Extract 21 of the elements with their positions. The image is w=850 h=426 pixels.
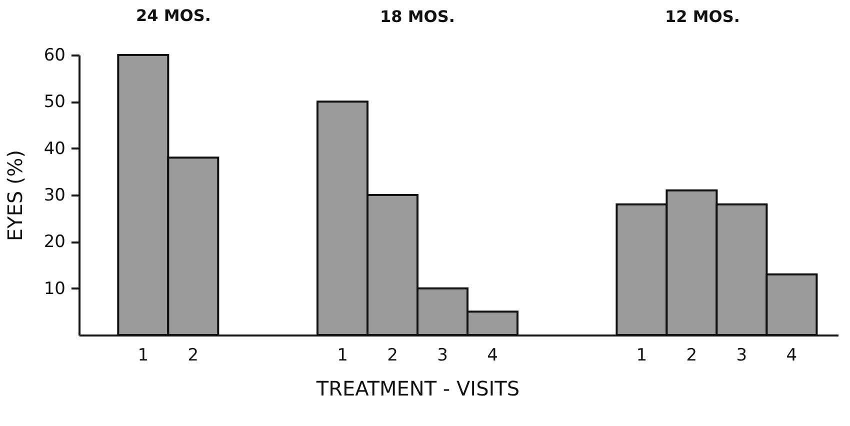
x-tick-label: 4 — [786, 346, 798, 366]
y-tick-label: 60 — [44, 46, 66, 66]
x-tick-label: 3 — [736, 346, 748, 366]
x-tick-label: 1 — [138, 346, 149, 366]
y-tick-label: 50 — [44, 92, 66, 112]
chart-title: 12 MOS. — [665, 7, 740, 26]
x-tick-label: 1 — [337, 346, 348, 366]
x-tick-label: 2 — [686, 346, 698, 366]
chart-title: 18 MOS. — [380, 7, 455, 26]
y-tick-label: 20 — [44, 232, 66, 252]
chart-title: 24 MOS. — [136, 6, 211, 25]
x-tick-label: 3 — [437, 346, 448, 366]
x-tick-label: 4 — [487, 346, 498, 366]
y-tick-label: 40 — [44, 138, 66, 159]
y-tick-label: 10 — [44, 278, 66, 299]
x-tick-label: 1 — [636, 346, 648, 366]
y-axis-title: EYES (%) — [2, 150, 27, 242]
x-tick-label: 2 — [387, 346, 398, 366]
y-tick-label: 30 — [44, 186, 66, 206]
x-tick-label: 2 — [188, 346, 199, 366]
x-axis-title: TREATMENT - VISITS — [315, 376, 520, 400]
